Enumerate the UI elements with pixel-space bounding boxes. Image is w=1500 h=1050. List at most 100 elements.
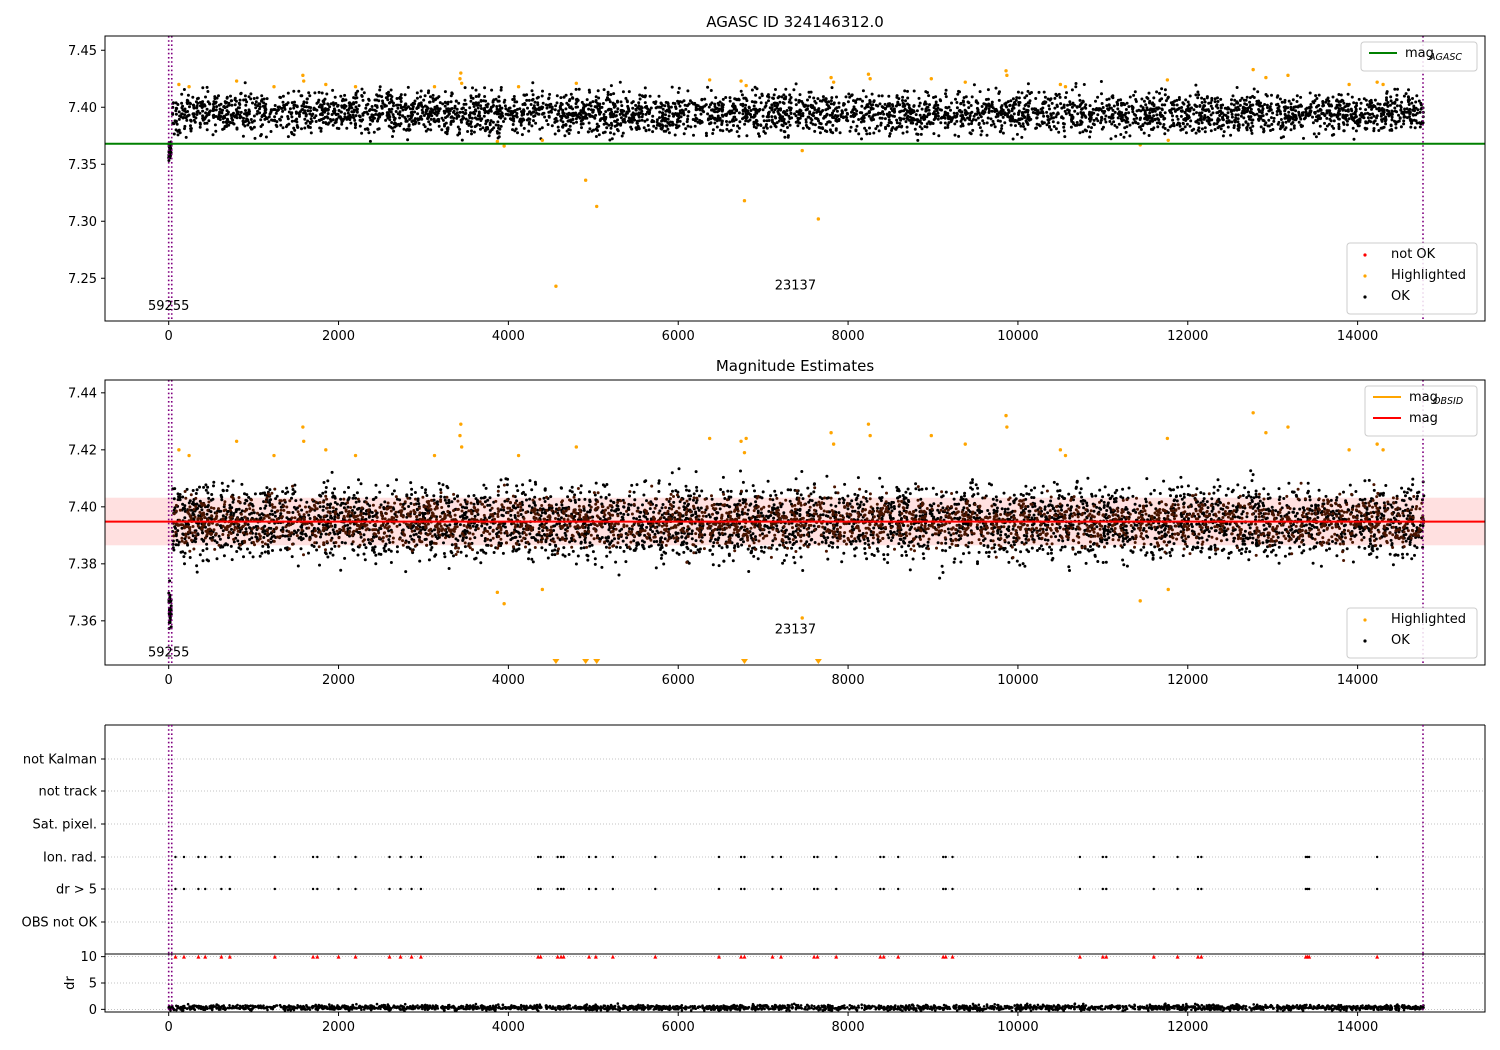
data-point (249, 118, 253, 121)
data-point (809, 90, 813, 94)
data-point (798, 111, 802, 115)
data-point (820, 126, 824, 130)
data-point (695, 485, 699, 489)
data-point (801, 112, 805, 115)
data-point (650, 120, 654, 124)
data-point (955, 119, 959, 123)
data-point (839, 115, 843, 119)
data-point (230, 99, 234, 103)
x-tick-label: 14000 (1337, 329, 1378, 344)
data-point (855, 124, 859, 128)
data-point (1012, 106, 1016, 110)
data-point (643, 86, 647, 90)
data-point (406, 138, 410, 142)
data-point (1399, 105, 1403, 109)
data-point (1047, 118, 1051, 121)
highlighted-point (595, 204, 599, 209)
data-point (523, 93, 527, 97)
data-point (835, 106, 839, 110)
data-point (557, 109, 561, 113)
data-point (838, 131, 842, 135)
data-point (1133, 90, 1137, 94)
data-point (846, 494, 850, 498)
data-point (177, 110, 181, 114)
data-point (900, 124, 904, 128)
data-point (944, 92, 947, 96)
data-point (1244, 120, 1248, 124)
data-point (575, 100, 579, 104)
data-point (427, 89, 431, 93)
data-point (994, 86, 998, 90)
data-point (1261, 114, 1265, 118)
data-point (877, 129, 881, 133)
data-point (709, 121, 713, 125)
highlighted-point (583, 178, 588, 182)
data-point (771, 96, 775, 100)
data-point (816, 97, 820, 101)
data-point (1009, 99, 1013, 103)
data-point (399, 100, 403, 103)
data-point (1321, 100, 1325, 104)
data-point (1031, 111, 1035, 114)
data-point (1255, 112, 1259, 116)
highlighted-point (866, 72, 871, 76)
data-point (1252, 87, 1256, 91)
chart-title: AGASC ID 324146312.0 (706, 13, 884, 31)
data-point (1025, 534, 1029, 538)
data-point (1196, 90, 1200, 94)
data-point (741, 109, 745, 113)
data-point (487, 109, 491, 113)
data-point (391, 113, 395, 117)
data-point (812, 96, 816, 100)
data-point (1004, 101, 1008, 105)
data-point (597, 96, 601, 100)
data-point (1170, 111, 1173, 115)
data-point (632, 516, 636, 520)
data-point (637, 111, 641, 115)
data-point (1062, 129, 1066, 133)
data-point (1245, 95, 1249, 99)
data-point (1025, 120, 1029, 124)
data-point (1184, 131, 1188, 135)
data-point (442, 109, 446, 113)
data-point (1176, 117, 1180, 121)
data-point (264, 108, 268, 112)
data-point (759, 123, 763, 127)
data-point (280, 115, 284, 119)
data-point (640, 115, 644, 119)
data-point (856, 97, 860, 101)
data-point (746, 119, 750, 123)
data-point (905, 130, 909, 134)
data-point (233, 103, 237, 107)
data-point (720, 109, 724, 113)
data-point (1183, 110, 1187, 114)
data-point (827, 104, 830, 108)
data-point (559, 104, 563, 108)
data-point (405, 119, 409, 123)
data-point (891, 517, 895, 520)
data-point (557, 129, 560, 133)
data-point (813, 129, 817, 133)
data-point (1144, 103, 1148, 107)
data-point (214, 115, 218, 118)
data-point (360, 131, 364, 135)
data-point (344, 116, 348, 120)
data-point (861, 99, 864, 103)
data-point (304, 121, 308, 125)
data-point (616, 118, 619, 122)
data-point (615, 123, 619, 127)
data-point (1056, 121, 1060, 125)
data-point (898, 122, 902, 125)
data-point (917, 96, 921, 100)
data-point (1184, 98, 1188, 102)
data-point (920, 127, 924, 131)
data-point (733, 97, 737, 101)
highlighted-point (302, 79, 306, 83)
data-point (880, 94, 884, 98)
data-point (749, 109, 753, 112)
data-point (520, 113, 524, 117)
data-point (1101, 106, 1105, 109)
data-point (863, 547, 867, 551)
data-point (1301, 111, 1305, 115)
data-point (1106, 107, 1110, 111)
